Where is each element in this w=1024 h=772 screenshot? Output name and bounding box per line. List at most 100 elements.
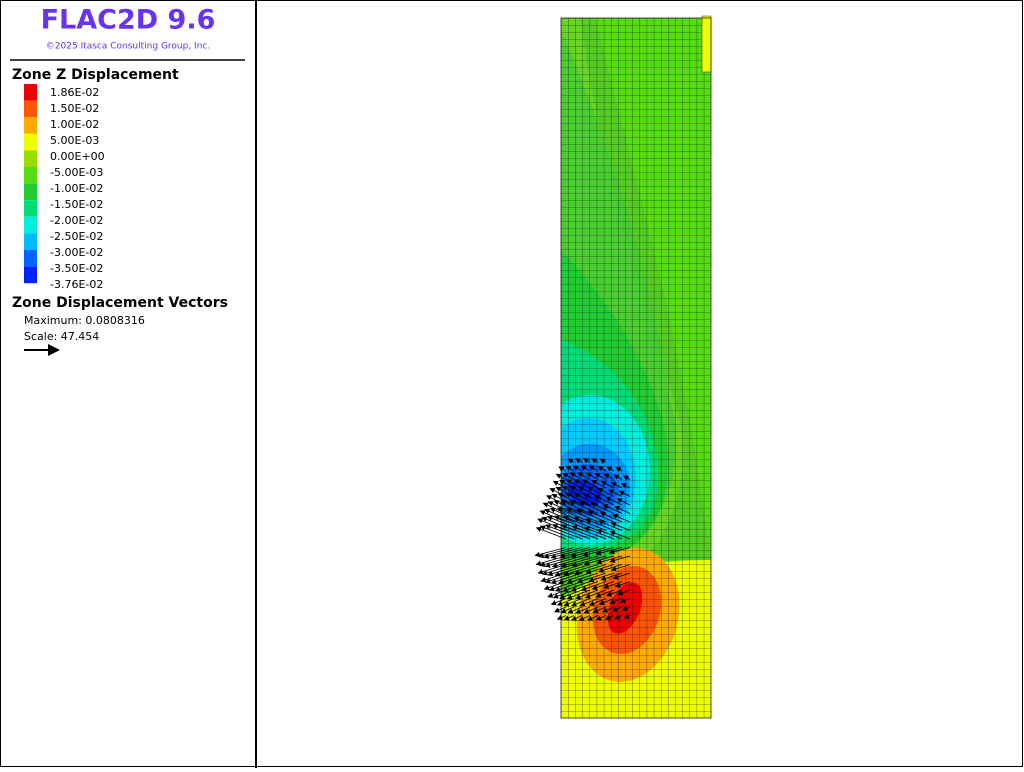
vector (588, 598, 607, 606)
vector (545, 524, 583, 540)
mesh-column (701, 15, 712, 73)
vector (544, 572, 575, 584)
mesh-border (560, 17, 712, 719)
vector (594, 495, 615, 506)
vector (555, 473, 567, 480)
vector (609, 530, 631, 540)
vector (558, 466, 567, 472)
legend-swatch (24, 216, 37, 234)
legend-label: -1.00E-02 (50, 182, 103, 195)
vector (550, 547, 591, 560)
vector (581, 479, 599, 489)
vector (595, 589, 615, 598)
vector (599, 512, 623, 523)
vector (619, 598, 631, 604)
vector (575, 606, 591, 614)
legend-swatch (24, 167, 37, 184)
vector (611, 606, 623, 612)
vector (591, 458, 599, 464)
vector (580, 465, 591, 472)
vector (547, 589, 567, 598)
vector (609, 555, 631, 563)
app-title: FLAC2D 9.6 (41, 5, 216, 36)
vector (597, 465, 607, 472)
vector (620, 483, 631, 489)
vector (606, 466, 615, 472)
vector (597, 488, 615, 497)
legend-swatch (24, 233, 37, 250)
legend-label: -3.50E-02 (50, 262, 103, 275)
vector (618, 490, 631, 497)
vector (600, 572, 623, 582)
legend: 1.86E-02 1.50E-02 1.00E-02 5.00E-03 0.00E+00… (24, 84, 105, 291)
vector (548, 581, 575, 592)
vector (556, 507, 591, 523)
vector (569, 472, 583, 480)
vector (552, 589, 575, 599)
vector (583, 458, 591, 464)
copyright: ©2025 Itasca Consulting Group, Inc. (46, 42, 210, 52)
vector (560, 555, 599, 568)
vector (562, 581, 591, 593)
vector (610, 482, 623, 489)
vector (612, 572, 631, 580)
legend-swatch (24, 250, 37, 267)
vector (579, 501, 607, 514)
legend-label: 1.50E-02 (50, 102, 99, 115)
vectors-scale: Scale: 47.454 (24, 330, 99, 343)
vector (557, 493, 583, 506)
legend-label: -5.00E-03 (50, 166, 103, 179)
vector (554, 564, 591, 577)
vector (615, 467, 623, 473)
legend-swatch (24, 133, 37, 151)
legend-label: 0.00E+00 (50, 150, 105, 163)
vector (550, 572, 583, 585)
vector (551, 555, 591, 568)
legend-label: 5.00E-03 (50, 134, 99, 147)
vector (587, 486, 607, 497)
vector (554, 581, 583, 592)
vector (595, 615, 607, 621)
vector (605, 496, 623, 506)
vector (573, 516, 607, 531)
vectors-maximum: Maximum: 0.0808316 (24, 314, 145, 327)
vector (599, 458, 607, 464)
legend-label: -1.50E-02 (50, 198, 103, 211)
vector (610, 564, 631, 572)
vector (614, 581, 631, 588)
legend-swatch (24, 200, 37, 217)
vector (614, 614, 623, 620)
vectors-title: Zone Displacement Vectors (12, 295, 228, 311)
vector (576, 508, 607, 523)
vector (561, 524, 599, 540)
vector (570, 547, 607, 559)
vector (612, 513, 631, 523)
legend-swatch (24, 266, 37, 284)
contour-plot (561, 18, 711, 718)
vector (552, 523, 591, 540)
vector (565, 465, 575, 472)
legend-label: 1.00E-02 (50, 118, 99, 131)
vector (543, 581, 567, 591)
vector (617, 589, 631, 596)
vector (608, 547, 631, 555)
legend-label: -2.50E-02 (50, 230, 103, 243)
vector (557, 572, 591, 585)
vector (566, 572, 599, 585)
legend-swatch (24, 100, 37, 118)
legend-swatch (24, 117, 37, 134)
vector (621, 605, 631, 611)
legend-label: 1.86E-02 (50, 86, 99, 99)
vector (588, 465, 599, 472)
vector (544, 555, 583, 568)
vector (591, 479, 607, 489)
vector (562, 472, 575, 480)
vector (577, 472, 591, 480)
vector (613, 474, 623, 480)
vector (547, 564, 583, 577)
vector (583, 606, 599, 614)
vector (602, 504, 623, 514)
